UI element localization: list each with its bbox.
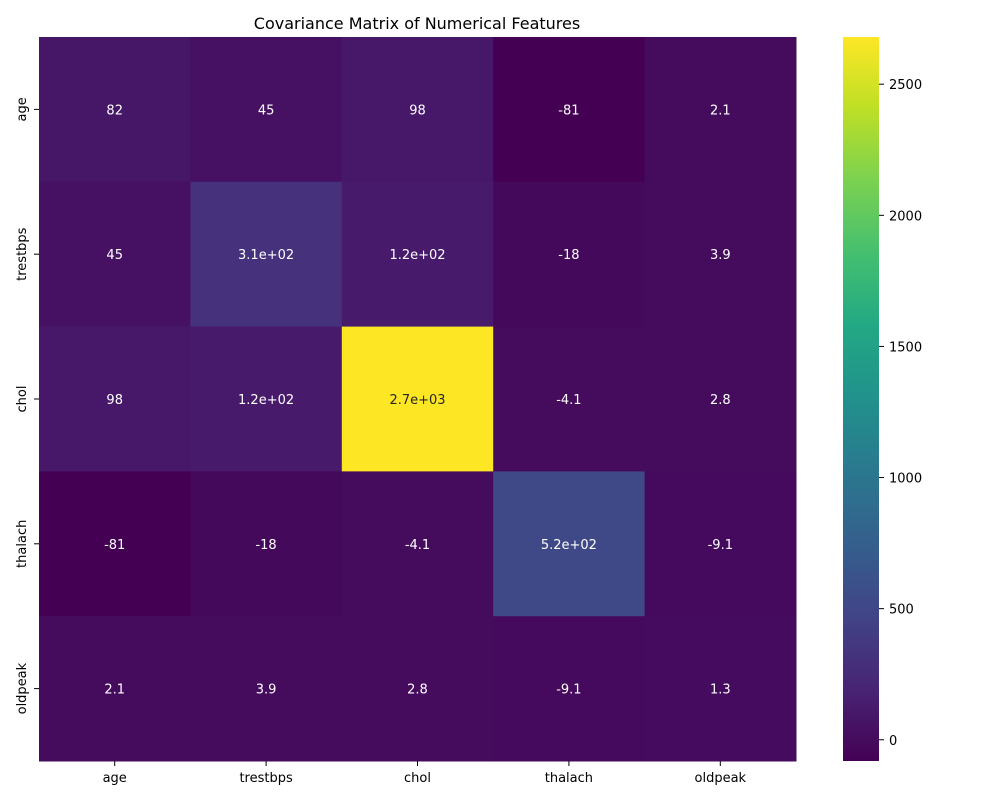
heatmap-cell [190, 616, 343, 762]
y-tick-label: oldpeak [15, 662, 30, 714]
heatmap-cell [644, 181, 797, 328]
heatmap-cell [493, 181, 646, 328]
chart-title: Covariance Matrix of Numerical Features [254, 14, 580, 33]
heatmap-cell [644, 37, 797, 183]
cell-annotation: 82 [106, 103, 123, 118]
heatmap-cell [341, 616, 494, 762]
cell-annotation: 45 [106, 248, 123, 263]
heatmap-cell [644, 326, 797, 472]
heatmap-cell [341, 471, 494, 617]
colorbar-tick-label: 1500 [889, 340, 922, 355]
y-tick-label: thalach [15, 520, 30, 568]
heatmap-cell [644, 471, 797, 617]
heatmap-cell [39, 616, 191, 762]
colorbar-tick-label: 500 [889, 603, 914, 618]
cell-annotation: 2.1 [710, 103, 731, 118]
y-tick-label: age [15, 97, 30, 121]
cell-annotation: 1.3 [710, 683, 731, 698]
colorbar-tick-label: 2500 [889, 78, 922, 93]
cell-annotation: 5.2e+02 [541, 538, 597, 553]
heatmap-cell [190, 37, 343, 183]
heatmap-cell [39, 181, 191, 328]
cell-annotation: -81 [558, 103, 579, 118]
cell-annotation: -4.1 [405, 538, 430, 553]
cell-annotation: 3.9 [710, 248, 731, 263]
colorbar-tick-label: 1000 [889, 472, 922, 487]
heatmap-cell [493, 616, 646, 762]
heatmap-cell [190, 471, 343, 617]
cell-annotation: 1.2e+02 [389, 248, 445, 263]
heatmap-cell [493, 471, 646, 617]
cell-annotation: 3.1e+02 [238, 248, 294, 263]
heatmap-annotations: 82 45 98 -81 2.1 45 3.1e+02 1.2e+02 -18 3.9 98 1.2e… [104, 103, 733, 697]
heatmap-cell [644, 616, 797, 762]
cell-annotation: 98 [409, 103, 426, 118]
heatmap-cell [341, 181, 494, 328]
cell-annotation: 1.2e+02 [238, 393, 294, 408]
cell-annotation: 2.8 [407, 683, 428, 698]
heatmap-cell [39, 326, 191, 472]
x-tick-label: age [103, 771, 127, 786]
cell-annotation: 2.7e+03 [389, 393, 445, 408]
colorbar-tick-label: 2000 [889, 209, 922, 224]
cell-annotation: -18 [558, 248, 579, 263]
heatmap-cell [39, 37, 191, 183]
x-tick-label: oldpeak [695, 771, 747, 786]
y-tick-label: trestbps [15, 227, 30, 281]
cell-annotation: -18 [255, 538, 276, 553]
colorbar-axis: 0 500 1000 1500 2000 2500 [879, 78, 922, 749]
x-axis: age trestbps chol thalach oldpeak [103, 761, 747, 786]
x-tick-label: thalach [545, 771, 593, 786]
heatmap-cell [341, 326, 494, 472]
heatmap-cell [493, 37, 646, 183]
heatmap-cells [39, 37, 797, 762]
y-tick-label: chol [15, 386, 30, 413]
y-axis: age trestbps chol thalach oldpeak [15, 97, 39, 714]
cell-annotation: -4.1 [556, 393, 581, 408]
cell-annotation: 98 [106, 393, 123, 408]
cell-annotation: 45 [258, 103, 275, 118]
cell-annotation: -9.1 [556, 683, 581, 698]
cell-annotation: -81 [104, 538, 125, 553]
cell-annotation: 3.9 [256, 683, 277, 698]
heatmap-cell [39, 471, 191, 617]
cell-annotation: 2.1 [104, 683, 125, 698]
heatmap-cell [341, 37, 494, 183]
colorbar [843, 37, 879, 761]
heatmap-cell [190, 326, 343, 472]
cell-annotation: -9.1 [708, 538, 733, 553]
cell-annotation: 2.8 [710, 393, 731, 408]
colorbar-tick-label: 0 [889, 734, 897, 749]
x-tick-label: trestbps [239, 771, 293, 786]
x-tick-label: chol [404, 771, 431, 786]
heatmap-cell [190, 181, 343, 328]
heatmap-cell [493, 326, 646, 472]
